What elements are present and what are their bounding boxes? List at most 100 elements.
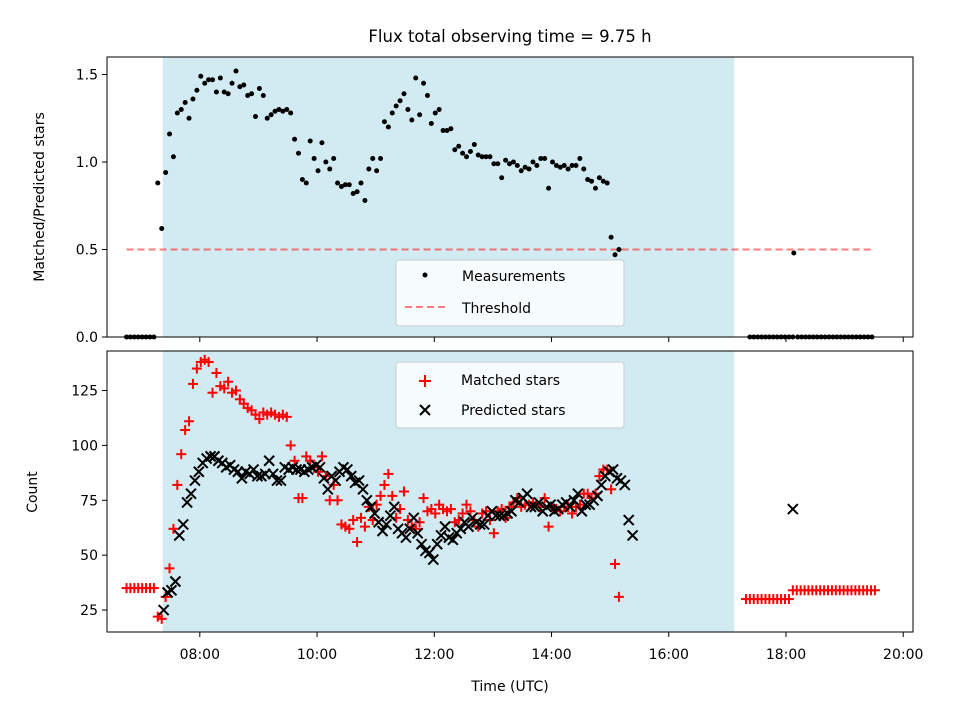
measurement-point xyxy=(268,112,274,118)
measurement-point xyxy=(569,163,575,168)
matched-star-point xyxy=(613,591,624,602)
measurement-point xyxy=(288,110,294,116)
measurement-point xyxy=(170,154,176,160)
matched-star-point xyxy=(180,425,191,436)
measurement-point xyxy=(323,159,329,165)
matched-star-point xyxy=(348,515,359,526)
matched-star-point xyxy=(606,484,617,495)
predicted-star-point xyxy=(580,498,592,511)
measurement-point xyxy=(604,180,610,186)
predicted-star-point xyxy=(462,520,475,533)
measurement-point xyxy=(503,157,509,163)
measurement-point xyxy=(612,252,618,258)
predicted-star-point xyxy=(173,529,186,542)
measurement-point xyxy=(374,168,380,174)
predicted-star-point xyxy=(368,507,381,520)
matched-star-point xyxy=(379,479,390,490)
predicted-star-point xyxy=(365,501,377,513)
predicted-star-point xyxy=(411,527,424,539)
measurement-point xyxy=(530,159,536,165)
predicted-star-point xyxy=(626,529,639,542)
legend-label-threshold: Threshold xyxy=(461,301,531,317)
measurement-point xyxy=(272,108,278,114)
measurement-point xyxy=(252,114,258,119)
measurement-point xyxy=(428,121,434,126)
predicted-star-point xyxy=(525,501,537,513)
measurement-point xyxy=(315,168,321,174)
measurement-point xyxy=(573,163,579,168)
matched-star-point xyxy=(359,521,370,532)
matched-star-point xyxy=(610,558,621,569)
measurement-point xyxy=(237,84,243,90)
measurement-point xyxy=(338,184,344,189)
measurement-point xyxy=(401,91,407,97)
matched-star-point xyxy=(445,504,456,515)
measurement-point xyxy=(409,117,415,123)
measurement-point xyxy=(452,147,458,153)
legend-label-measurements: Measurements xyxy=(462,269,565,285)
measurement-point xyxy=(510,159,516,165)
measurement-point xyxy=(507,161,513,167)
measurement-point xyxy=(311,156,317,161)
measurement-point xyxy=(589,178,595,184)
predicted-star-point xyxy=(341,463,354,476)
predicted-star-point xyxy=(181,496,193,509)
matched-star-point xyxy=(869,585,880,596)
measurement-point xyxy=(190,96,196,102)
measurement-point xyxy=(495,161,501,167)
legend-box-bottom xyxy=(395,361,625,429)
figure-title: Flux total observing time = 9.75 h xyxy=(368,27,651,46)
measurement-point xyxy=(221,89,227,95)
y-tick-label: 1.5 xyxy=(76,68,98,84)
matched-star-point xyxy=(191,363,202,374)
matched-star-point xyxy=(211,367,222,378)
measurement-point xyxy=(366,166,372,172)
measurement-point xyxy=(397,98,403,104)
predicted-star-point xyxy=(165,584,178,596)
matched-star-point xyxy=(223,376,234,387)
measurement-point xyxy=(417,112,423,118)
legend-top: Measurements Threshold xyxy=(395,259,625,327)
measurement-point xyxy=(292,136,298,142)
x-tick-label: 16:00 xyxy=(649,647,689,663)
measurement-point xyxy=(319,140,325,146)
measurement-point xyxy=(557,164,563,170)
measurement-point xyxy=(565,166,571,172)
measurement-point xyxy=(307,138,313,144)
measurement-point xyxy=(335,180,341,186)
x-tick-label: 20:00 xyxy=(883,647,923,663)
legend-marker-x xyxy=(419,404,431,416)
matched-star-point xyxy=(398,486,409,497)
x-axis-ticks-bottom: 08:00 10:00 12:00 14:00 16:00 18:00 20:00 xyxy=(180,632,923,663)
predicted-star-point xyxy=(404,523,416,535)
measurement-point xyxy=(206,77,212,83)
y-axis-ticks-bottom: 25 50 75 100 125 xyxy=(71,384,107,619)
matched-star-point xyxy=(156,613,167,624)
matched-star-point xyxy=(254,414,265,425)
matched-star-point xyxy=(168,523,179,534)
measurement-point xyxy=(483,154,489,160)
predicted-star-point xyxy=(431,538,443,550)
predicted-star-point xyxy=(376,525,389,537)
measurement-point xyxy=(542,156,548,161)
matched-star-point xyxy=(594,471,605,482)
y-tick-label: 1.0 xyxy=(76,155,98,171)
matched-star-point xyxy=(457,508,468,519)
measurement-point xyxy=(471,142,477,147)
matched-star-point xyxy=(172,479,183,490)
measurement-point xyxy=(370,156,376,161)
matched-star-point xyxy=(332,495,343,506)
matched-star-point xyxy=(297,493,308,504)
measurement-point xyxy=(405,107,411,112)
predicted-star-point xyxy=(275,474,287,487)
predicted-star-point xyxy=(533,496,545,509)
measurement-point xyxy=(198,73,204,79)
y-axis-label-bottom: Count xyxy=(25,471,41,513)
x-axis-label: Time (UTC) xyxy=(470,679,548,695)
predicted-star-point xyxy=(454,523,467,535)
measurement-point xyxy=(299,177,305,182)
y-tick-label: 75 xyxy=(80,493,98,509)
predicted-star-point xyxy=(447,534,459,546)
measurement-point xyxy=(155,180,161,186)
